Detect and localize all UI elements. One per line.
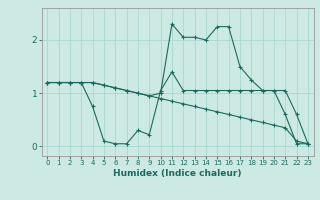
X-axis label: Humidex (Indice chaleur): Humidex (Indice chaleur) <box>113 169 242 178</box>
